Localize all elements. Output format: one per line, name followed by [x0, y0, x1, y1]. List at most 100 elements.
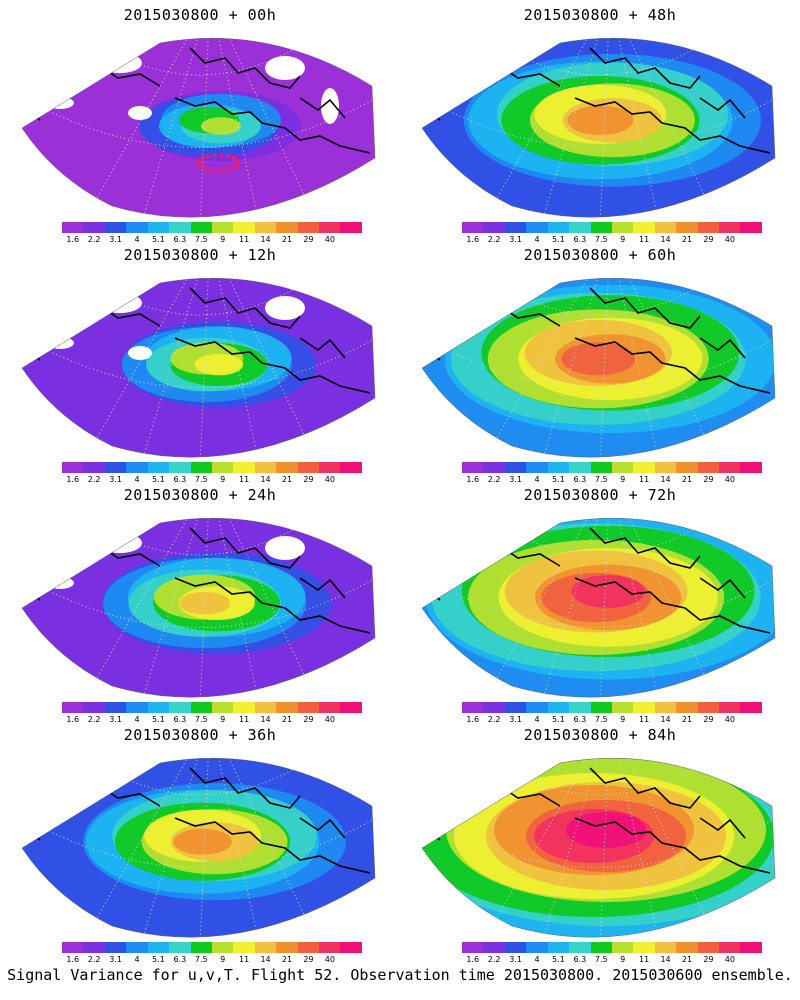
colorbar-swatch: [62, 462, 84, 473]
flight-track-dot: [226, 154, 230, 159]
colorbar-swatch: [147, 942, 170, 953]
colorbar-tick-label: 40: [324, 235, 335, 244]
colorbar-swatch: [676, 702, 698, 713]
colorbar-swatch: [147, 702, 170, 713]
colorbar-swatch: [611, 702, 634, 713]
coastline: [23, 527, 371, 634]
colorbar-tick-label: 11: [239, 235, 250, 244]
colorbar-ticks: 1.6 2.2 3.1 4 5.1 6.3 7.5 9 11 14 21 29 40: [450, 235, 770, 247]
colorbar-swatch: [697, 942, 720, 953]
flight-track-dot: [219, 168, 224, 173]
colorbar-tick-label: 5.1: [552, 235, 565, 244]
colorbar-tick-label: 7.5: [594, 235, 608, 244]
colorbar-tick-label: 40: [724, 235, 735, 244]
colorbar-swatch: [654, 222, 677, 233]
colorbar-tick-label: 6.3: [173, 475, 187, 484]
colorbar-tick-label: 5.1: [552, 475, 565, 484]
colorbar-tick-label: 29: [303, 235, 314, 244]
colorbar-tick-label: 6.3: [173, 715, 187, 724]
colorbar-tick-label: 3.1: [109, 235, 122, 244]
colorbar-tick-label: 29: [303, 955, 314, 964]
colorbar-swatch: [719, 222, 741, 233]
variance-map: [421, 757, 776, 938]
flight-track-dot: [219, 153, 224, 158]
flight-track-dot: [234, 163, 239, 168]
colorbar-tick-label: 40: [724, 955, 735, 964]
colorbar: [462, 702, 762, 713]
colorbar-tick-label: 7.5: [594, 715, 608, 724]
below-range-patch: [128, 106, 152, 120]
colorbar-tick-label: 29: [703, 955, 714, 964]
colorbar-swatch: [169, 222, 191, 233]
colorbar-tick-label: 1.6: [466, 955, 480, 964]
colorbar-swatch: [126, 942, 148, 953]
latlon-grid: [422, 758, 775, 938]
colorbar-swatch: [590, 942, 612, 953]
map-outline: [21, 757, 376, 938]
below-range-patch: [321, 88, 339, 124]
colorbar-tick-label: 21: [281, 955, 293, 964]
variance-contour: [201, 117, 241, 135]
colorbar-tick-label: 4: [134, 715, 140, 724]
map-outline: [21, 517, 376, 698]
colorbar-tick-label: 9: [620, 235, 626, 244]
colorbar-tick-label: 2.2: [87, 955, 101, 964]
colorbar-tick-label: 7.5: [594, 955, 608, 964]
colorbar-swatch: [504, 942, 527, 953]
colorbar-swatch: [462, 462, 484, 473]
colorbar-swatch: [611, 942, 634, 953]
colorbar-tick-label: 4: [534, 715, 540, 724]
colorbar-tick-label: 21: [681, 955, 693, 964]
colorbar-swatch: [569, 222, 591, 233]
colorbar-swatch: [611, 462, 634, 473]
colorbar-swatch: [462, 942, 484, 953]
variance-map: [421, 37, 776, 218]
colorbar-swatch: [319, 462, 341, 473]
colorbar-tick-label: 14: [660, 715, 671, 724]
colorbar-ticks: 1.6 2.2 3.1 4 5.1 6.3 7.5 9 11 14 21 29 40: [450, 715, 770, 727]
variance-map: [21, 37, 376, 218]
colorbar-swatch: [526, 942, 548, 953]
colorbar-tick-label: 1.6: [466, 715, 480, 724]
colorbar-tick-label: 40: [724, 715, 735, 724]
variance-contour: [567, 105, 634, 136]
colorbar-tick-label: 1.6: [66, 475, 80, 484]
panel-title: 2015030800 + 84h: [523, 726, 677, 744]
colorbar-swatch: [719, 942, 741, 953]
colorbar-tick-label: 9: [620, 955, 626, 964]
colorbar-tick-label: 14: [660, 475, 671, 484]
colorbar-swatch: [104, 702, 127, 713]
colorbar-tick-label: 7.5: [194, 955, 208, 964]
colorbar-swatch: [740, 462, 762, 473]
flight-track-dot: [212, 153, 217, 158]
colorbar-swatch: [654, 942, 677, 953]
colorbar-swatch: [676, 462, 698, 473]
colorbar-swatch: [462, 702, 484, 713]
colorbar-swatch: [526, 462, 548, 473]
colorbar-swatch: [62, 222, 84, 233]
variance-contour: [194, 353, 244, 376]
colorbar-swatch: [190, 942, 212, 953]
colorbar-tick-label: 11: [239, 955, 250, 964]
colorbar-tick-label: 7.5: [594, 475, 608, 484]
below-range-patch: [265, 296, 305, 320]
flight-track-dot: [212, 168, 217, 173]
colorbar-tick-label: 9: [220, 235, 226, 244]
colorbar-tick-label: 14: [260, 715, 271, 724]
colorbar-swatch: [83, 222, 105, 233]
variance-map: [21, 277, 376, 458]
colorbar-swatch: [483, 222, 505, 233]
colorbar-swatch: [483, 462, 505, 473]
colorbar-tick-label: 21: [281, 235, 293, 244]
colorbar: [62, 942, 362, 953]
colorbar-swatch: [211, 942, 234, 953]
variance-contour: [566, 812, 646, 848]
map-outline: [421, 277, 776, 458]
colorbar-swatch: [611, 222, 634, 233]
colorbar-swatch: [340, 942, 362, 953]
colorbar-swatch: [340, 222, 362, 233]
flight-track-dot: [206, 167, 210, 172]
colorbar-swatch: [633, 222, 655, 233]
colorbar-swatch: [740, 942, 762, 953]
latlon-grid: [22, 278, 375, 458]
